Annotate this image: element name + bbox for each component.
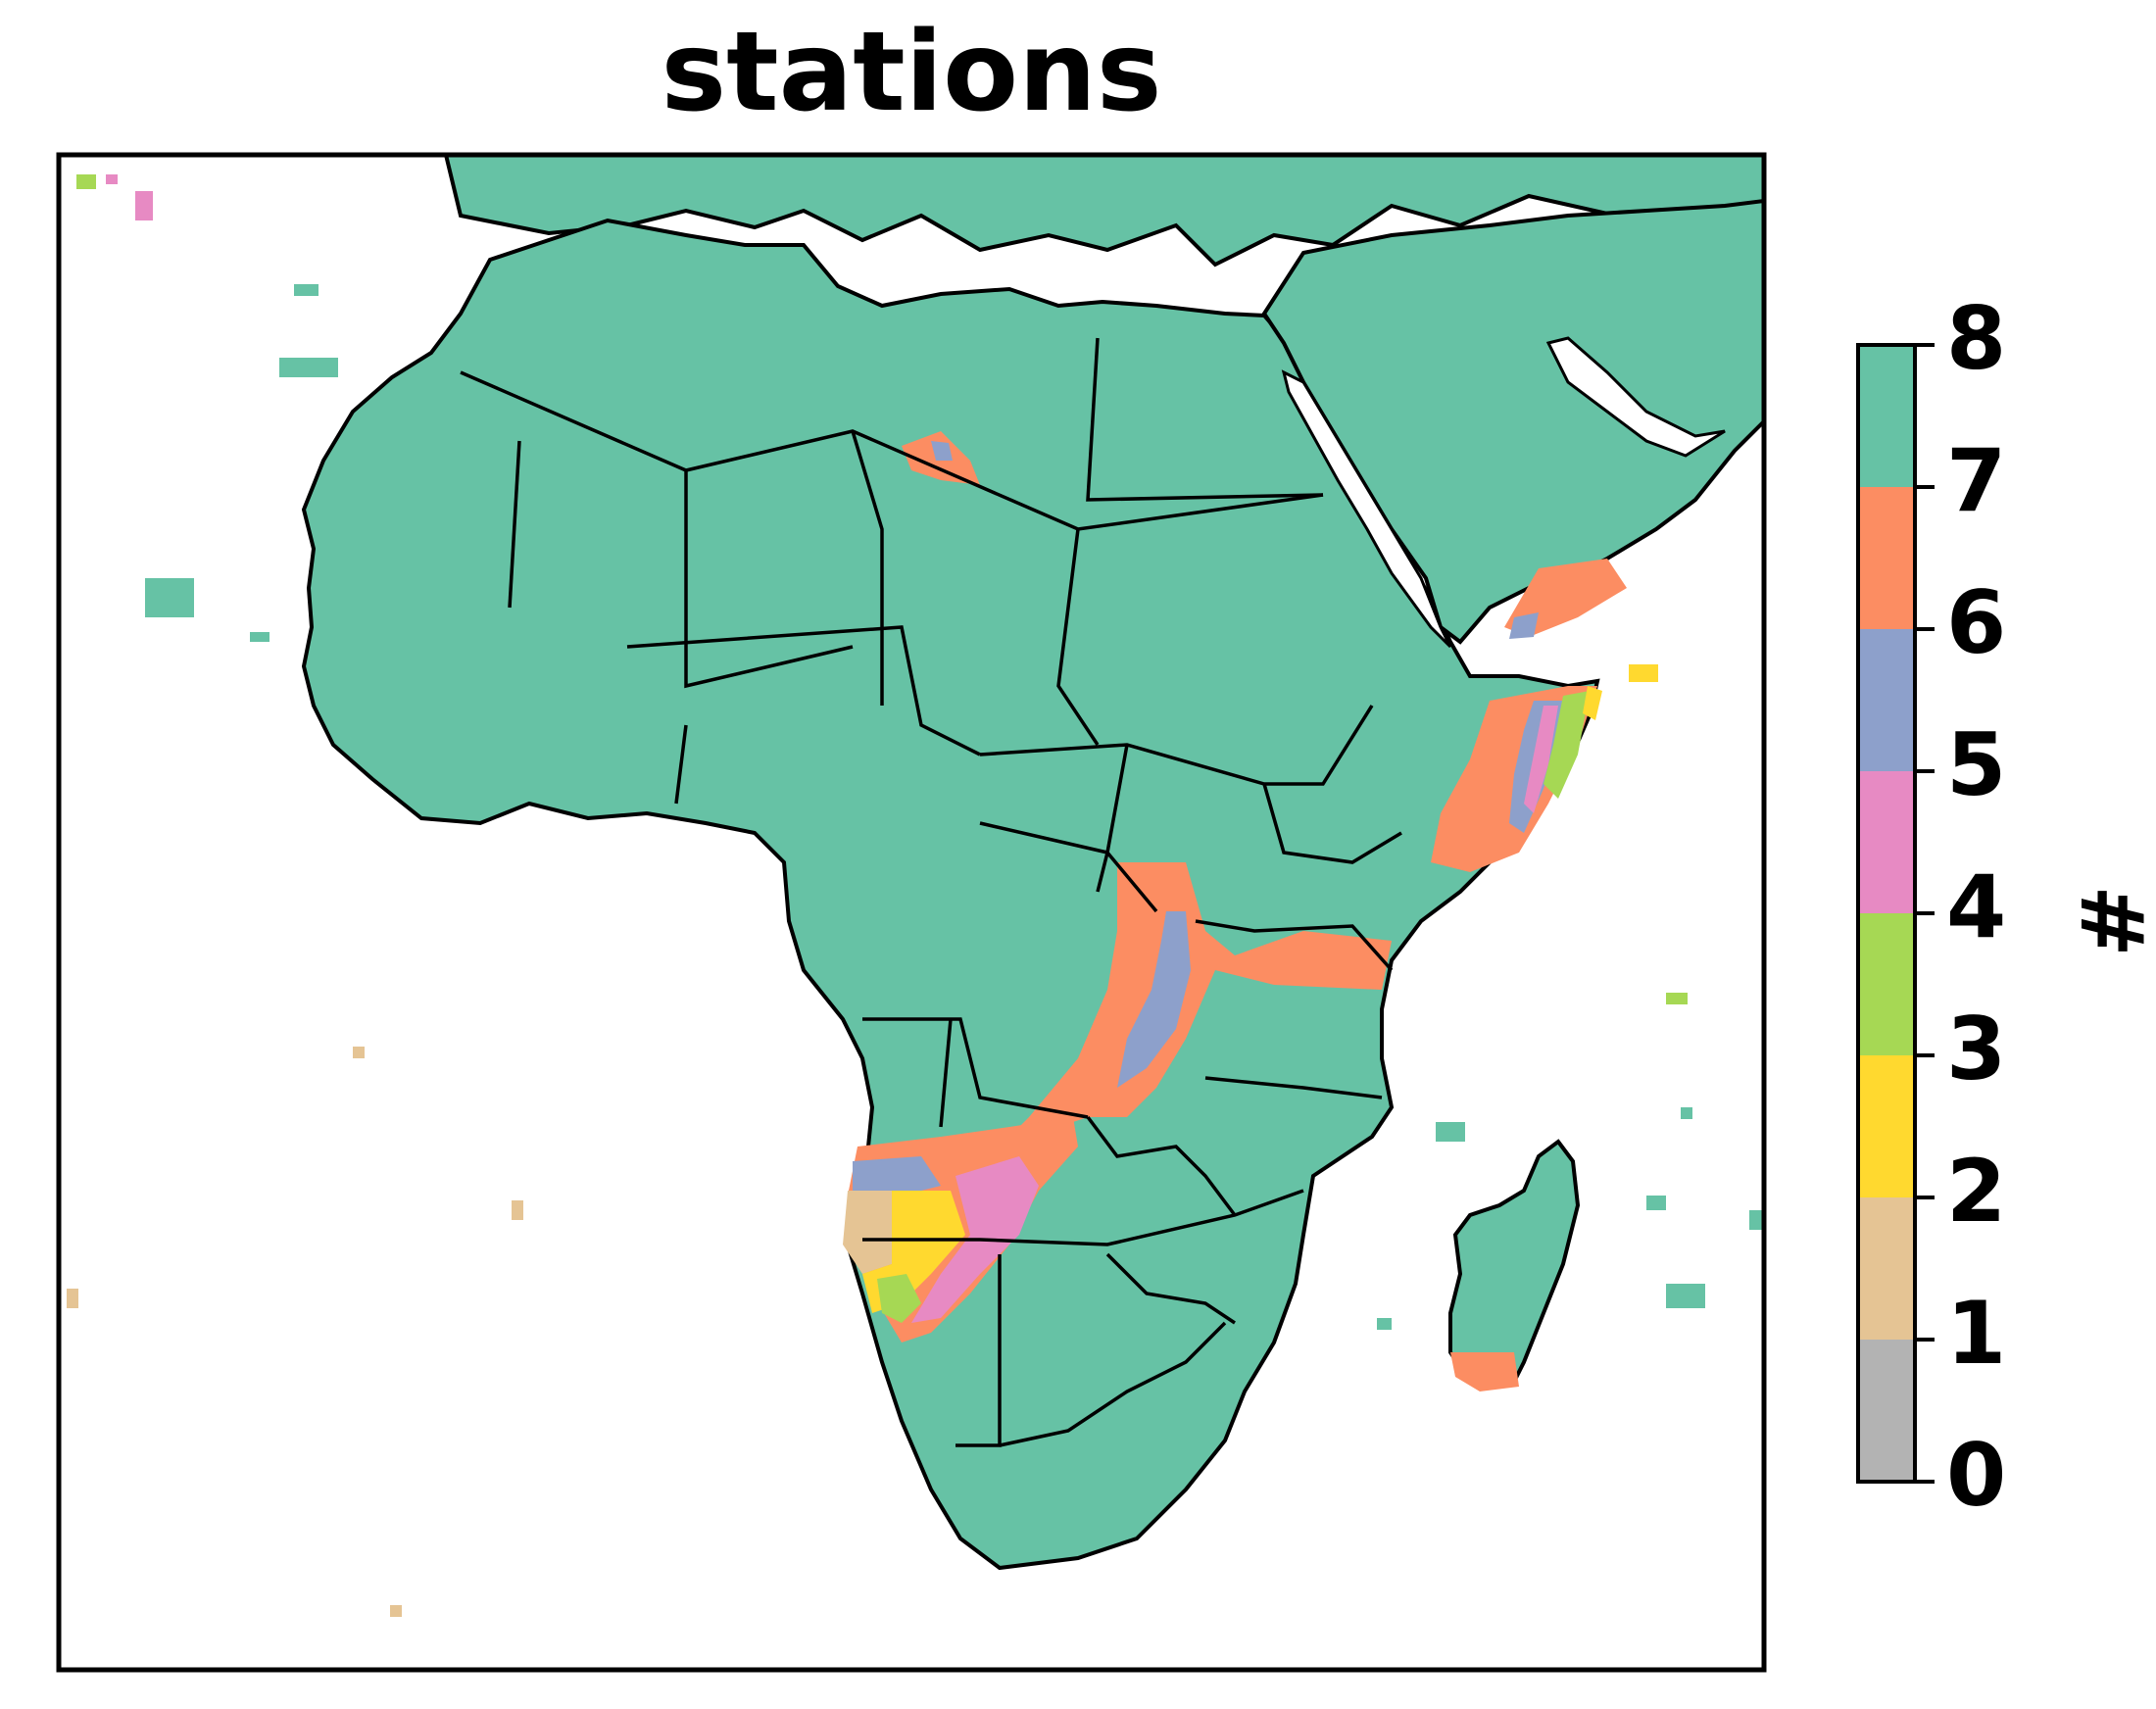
colorbar-tick-label-3: 3 — [1946, 999, 2006, 1099]
persian-gulf — [1545, 336, 1726, 458]
horn-yellow — [1583, 686, 1602, 720]
yemen-blue — [1509, 612, 1539, 639]
colorbar-bin-7 — [1858, 345, 1915, 487]
colorbar-tick-label-8: 8 — [1946, 288, 2006, 389]
horn-yellow-speck — [1629, 664, 1658, 682]
map-title: stations — [661, 9, 1162, 136]
horn-green — [1544, 691, 1590, 799]
colorbar-tick-label-6: 6 — [1946, 572, 2006, 673]
colorbar-tick-label-1: 1 — [1946, 1283, 2006, 1384]
colorbar-bin-1 — [1858, 1197, 1915, 1340]
colorbar-bin-5 — [1858, 629, 1915, 771]
small-colored-pixels — [67, 174, 1688, 1617]
rift-blue — [1117, 911, 1191, 1088]
colorbar-tick-label-7: 7 — [1946, 430, 2006, 531]
colorbar-tick-label-0: 0 — [1946, 1425, 2006, 1526]
colorbar-bin-0 — [1858, 1340, 1915, 1482]
colorbar-tick-label-5: 5 — [1946, 714, 2006, 815]
colorbar-bin-2 — [1858, 1055, 1915, 1197]
namib-tan — [843, 1191, 892, 1274]
namib-green — [877, 1274, 921, 1323]
colorbar-bin-4 — [1858, 771, 1915, 913]
colorbar: 0 1 2 3 4 5 6 7 8 — [1856, 288, 2006, 1526]
anomaly-regions — [843, 431, 1658, 1392]
map-frame — [56, 152, 1767, 1673]
map-area — [59, 155, 1764, 1670]
red-sea — [1281, 369, 1452, 649]
colorbar-tick-label-4: 4 — [1946, 856, 2006, 957]
land-africa — [301, 218, 1600, 1571]
horn-pink — [1524, 706, 1558, 813]
country-borders — [460, 337, 1402, 1447]
colorbar-label: # — [2061, 885, 2156, 957]
namib-blue — [853, 1156, 941, 1196]
colorbar-tick-label-2: 2 — [1946, 1141, 2006, 1242]
colorbar-bin-6 — [1858, 487, 1915, 629]
colorbar-bin-3 — [1858, 913, 1915, 1055]
madagascar-orange — [1450, 1352, 1519, 1392]
north-patch-blue — [931, 441, 953, 461]
islands — [145, 284, 1764, 1330]
